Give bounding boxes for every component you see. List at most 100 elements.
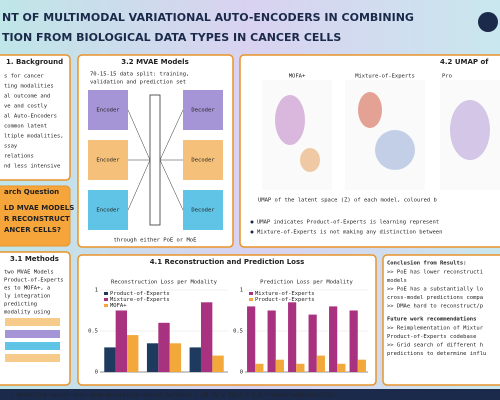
bar xyxy=(158,322,170,372)
bar xyxy=(146,343,159,372)
bar xyxy=(267,310,276,372)
logo xyxy=(478,12,498,32)
heading: 3.2 MVAE Models xyxy=(121,58,188,66)
heading: 4.1 Reconstruction and Prediction Loss xyxy=(150,258,305,266)
text-line: al outcome and xyxy=(4,94,50,100)
y-tick-label: 0.5 xyxy=(233,329,243,335)
text-line: predicting xyxy=(4,302,37,308)
text-line: predictions to determine influ xyxy=(387,351,486,357)
box-label: Decoder xyxy=(191,108,215,114)
text-line: >> PoE has a substantially lo xyxy=(387,287,483,293)
box-label: Decoder xyxy=(191,208,215,214)
bullet-text: Mixture-of-Experts is not making any dis… xyxy=(257,230,442,236)
chart-title: Prediction Loss per Modality xyxy=(260,280,353,286)
text-line: >> Grid search of different h xyxy=(387,343,483,349)
legend-swatch xyxy=(104,298,108,301)
bar xyxy=(337,363,346,372)
plot-title: MOFA+ xyxy=(289,74,306,80)
text-line: nd less intensive xyxy=(4,164,60,170)
bar xyxy=(200,302,213,372)
legend-label: Product-of-Experts xyxy=(110,291,170,297)
text-line: common latent xyxy=(4,124,47,130)
text-line: LD MVAE MODELS xyxy=(4,204,74,212)
mvae-diagram xyxy=(88,90,223,230)
heading: 4.2 UMAP of xyxy=(440,58,489,66)
text-line: Product-of-Experts xyxy=(4,278,64,284)
panel-conclusions xyxy=(382,254,500,386)
bar xyxy=(255,363,264,372)
text-line: ssay xyxy=(4,144,18,150)
umap-plots xyxy=(262,80,500,190)
text-line: Product-of-Experts codebase xyxy=(387,334,476,340)
bullet-text: UMAP indicates Product-of-Experts is lea… xyxy=(257,220,439,226)
bar xyxy=(115,310,128,372)
legend-swatch xyxy=(104,304,108,307)
bar xyxy=(104,347,116,372)
legend-label: MOFA+ xyxy=(110,303,127,309)
footer-bar xyxy=(0,389,500,400)
text-line: TION FROM BIOLOGICAL DATA TYPES IN CANCE… xyxy=(2,31,341,44)
box-label: Encoder xyxy=(96,108,120,114)
bar xyxy=(329,306,338,372)
text-line: 70-15-15 data split: training, xyxy=(90,72,189,78)
text-line: models xyxy=(387,278,407,284)
bar xyxy=(316,355,325,372)
text-line: ly integration xyxy=(4,294,50,300)
methods-grid xyxy=(5,318,60,362)
bar xyxy=(247,306,256,372)
legend-label: Mixture-of-Experts xyxy=(110,297,170,303)
text-line: validation and prediction set xyxy=(90,80,186,86)
box-label: Encoder xyxy=(96,208,120,214)
bar xyxy=(296,363,305,372)
bar xyxy=(189,347,201,372)
box-label: Decoder xyxy=(191,158,215,164)
plot-title: Mixture-of-Experts xyxy=(355,74,415,80)
bullet xyxy=(250,230,254,234)
text-line: es to MOFA+, a xyxy=(4,286,50,292)
text-line: ve and costly xyxy=(4,104,48,110)
legend-label: Mixture-of-Experts xyxy=(255,291,315,297)
text-line: s for cancer xyxy=(4,74,44,80)
text-line: relations xyxy=(4,154,34,160)
text-line: ltiple modalities, xyxy=(4,134,64,140)
y-tick-label: 0 xyxy=(240,370,243,376)
text-line: R RECONSTRUCT xyxy=(4,215,70,223)
text-line: NT OF MULTIMODAL VARIATIONAL AUTO-ENCODE… xyxy=(2,11,414,24)
text-line: >> PoE has lower reconstructi xyxy=(387,270,483,276)
text-line: two MVAE Models xyxy=(4,270,54,276)
heading: 3.1 Methods xyxy=(10,255,59,263)
y-tick-label: 0 xyxy=(95,370,98,376)
heading: Future work recommendations xyxy=(387,317,476,323)
bar xyxy=(349,310,358,372)
legend-swatch xyxy=(104,292,108,295)
bar xyxy=(212,355,224,372)
chart-title: Reconstruction Loss per Modality xyxy=(111,280,218,286)
heading: Conclusion from Results: xyxy=(387,261,466,267)
text-line: cross-model predictions compa xyxy=(387,295,483,301)
box-label: Encoder xyxy=(96,158,120,164)
panel-question xyxy=(0,185,71,247)
text-line: al Auto-Encoders xyxy=(4,114,57,120)
legend-label: Product-of-Experts xyxy=(255,297,315,303)
bar xyxy=(275,359,284,372)
text-line: ting modalities xyxy=(4,84,54,90)
bar xyxy=(357,359,366,372)
caption: through either PoE or MoE xyxy=(114,238,197,244)
heading: 1. Background xyxy=(6,58,63,66)
footer-text: | Modelling cancer with deep generative … xyxy=(10,393,335,399)
bar xyxy=(308,314,317,372)
text-line: >> DMAe hard to reconstruct/p xyxy=(387,304,483,310)
plot-title: Pro xyxy=(442,74,452,80)
bar xyxy=(127,335,139,372)
panel-background xyxy=(0,54,71,181)
bullet xyxy=(250,220,254,224)
legend-swatch xyxy=(249,292,253,295)
legend-swatch xyxy=(249,298,253,301)
bar xyxy=(288,302,297,372)
y-tick-label: 1 xyxy=(95,288,98,294)
text-line: ANCER CELLS? xyxy=(4,226,61,234)
bar xyxy=(169,343,182,372)
text-line: >> Reimplementation of Mixtur xyxy=(387,326,484,332)
text-line: modality using xyxy=(4,310,50,316)
